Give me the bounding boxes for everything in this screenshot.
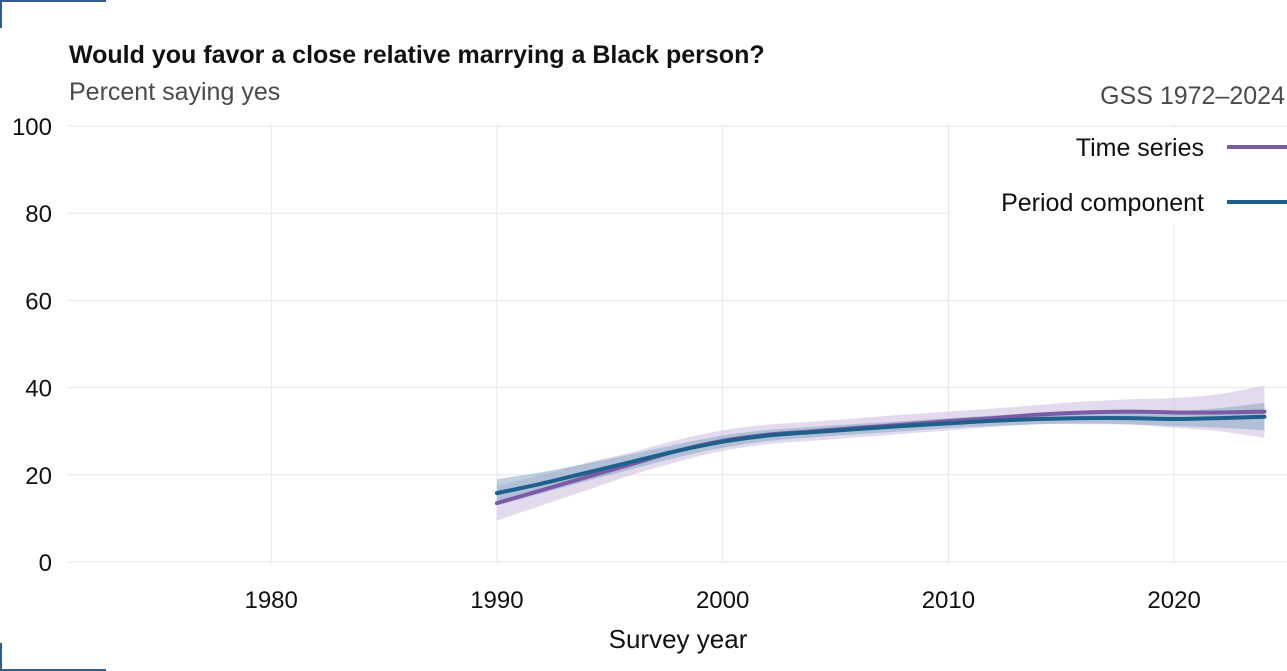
time-series-confidence-band <box>496 385 1265 521</box>
chart-title: Would you favor a close relative marryin… <box>69 41 765 69</box>
legend: Time series Period component <box>950 128 1287 224</box>
corner-mark-top-left <box>0 0 106 28</box>
y-tick-label-20: 20 <box>25 463 52 490</box>
x-tick-label-1990: 1990 <box>470 587 523 614</box>
axis-ticks: 0 20 40 60 80 100 1980 1990 2000 2010 2020 <box>12 114 1201 614</box>
legend-label-period-component: Period component <box>1001 189 1204 217</box>
y-tick-label-100: 100 <box>12 114 52 141</box>
y-tick-label-40: 40 <box>25 376 52 403</box>
x-tick-label-1980: 1980 <box>244 587 297 614</box>
period-component-line <box>494 414 1267 496</box>
x-tick-label-2000: 2000 <box>696 587 749 614</box>
y-tick-label-60: 60 <box>25 288 52 315</box>
series-lines <box>494 409 1267 506</box>
legend-background <box>950 128 1287 224</box>
chart-subtitle: Percent saying yes <box>69 78 280 106</box>
x-axis-label: Survey year <box>609 624 748 654</box>
y-tick-label-80: 80 <box>25 201 52 228</box>
chart-caption: GSS 1972–2024 <box>1100 82 1285 110</box>
x-tick-label-2020: 2020 <box>1147 587 1200 614</box>
legend-label-time-series: Time series <box>1076 134 1204 162</box>
x-tick-label-2010: 2010 <box>922 587 975 614</box>
y-tick-label-0: 0 <box>39 550 52 577</box>
corner-mark-bottom-left <box>0 643 106 671</box>
confidence-bands <box>496 385 1265 521</box>
